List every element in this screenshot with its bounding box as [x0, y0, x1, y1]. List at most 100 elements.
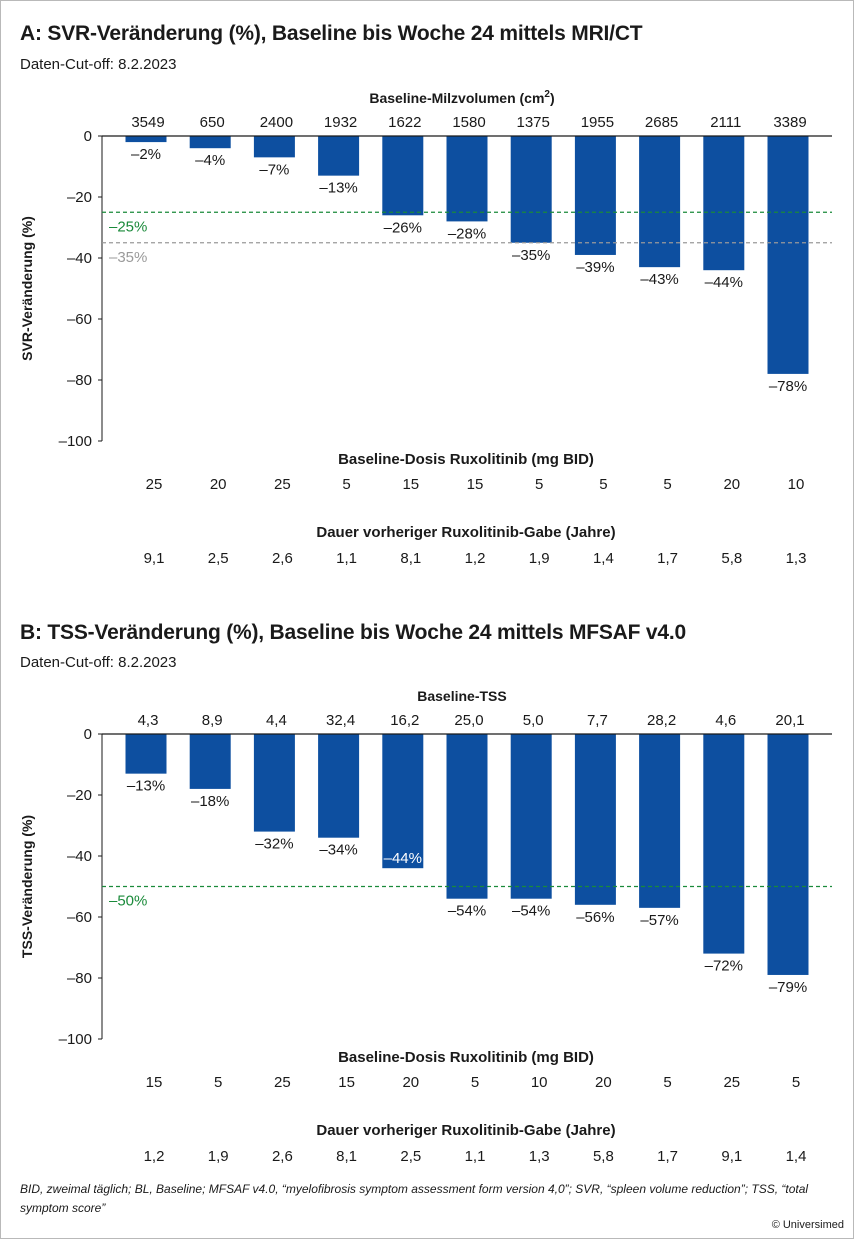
bar-value-label: –44%: [705, 274, 743, 291]
bar-value-label: –13%: [127, 778, 165, 795]
duration-value: 2,6: [272, 550, 293, 567]
bar-value-label: –13%: [319, 180, 357, 197]
duration-row-header: Dauer vorheriger Ruxolitinib-Gabe (Jahre…: [316, 524, 615, 541]
bar: [189, 734, 231, 789]
dose-value: 5: [471, 1074, 479, 1091]
duration-value: 8,1: [336, 1148, 357, 1165]
bar: [125, 734, 167, 774]
top-row-header-text: Baseline-TSS: [417, 688, 506, 704]
bar-value-label: –56%: [576, 909, 614, 926]
dose-value: 5: [792, 1074, 800, 1091]
bar-value-label: –54%: [448, 903, 486, 920]
panel-a-title: A: SVR-Veränderung (%), Baseline bis Woc…: [20, 22, 643, 45]
bar-value-label: –32%: [255, 836, 293, 853]
bar: [446, 136, 488, 222]
bar: [639, 734, 681, 908]
top-row-value: 7,7: [587, 712, 608, 729]
top-row-value: 8,9: [202, 712, 223, 729]
top-row-value: 4,3: [138, 712, 159, 729]
bar-value-label: –2%: [131, 146, 161, 163]
y-tick-label: –100: [59, 1031, 92, 1048]
top-row-value: 1580: [452, 114, 485, 131]
bar-value-label: –78%: [769, 378, 807, 395]
dose-value: 5: [342, 476, 350, 493]
bar: [382, 734, 424, 869]
bar-value-label: –7%: [259, 161, 289, 178]
duration-value: 1,2: [465, 550, 486, 567]
top-row-header-close: ): [550, 90, 555, 106]
duration-value: 1,9: [529, 550, 550, 567]
bar-value-label: –18%: [191, 793, 229, 810]
bar-value-label: –79%: [769, 979, 807, 996]
bar: [318, 734, 360, 838]
bar: [767, 136, 809, 374]
y-tick-label: –60: [67, 311, 92, 328]
dose-value: 5: [663, 1074, 671, 1091]
y-tick-label: –40: [67, 250, 92, 267]
y-tick-label: –20: [67, 189, 92, 206]
top-row-value: 1375: [517, 114, 550, 131]
bar-value-label: –44%: [384, 850, 422, 867]
top-row-value: 32,4: [326, 712, 355, 729]
duration-value: 1,4: [786, 1148, 807, 1165]
duration-value: 1,7: [657, 550, 678, 567]
y-tick-label: –100: [59, 433, 92, 450]
bar: [574, 734, 616, 905]
y-tick-label: –40: [67, 848, 92, 865]
bar-value-label: –35%: [512, 247, 550, 264]
dose-value: 10: [531, 1074, 548, 1091]
panel-a-chart: Baseline-Milzvolumen (cm2) 3549 650 2400 193…: [19, 89, 832, 567]
duration-value: 5,8: [721, 550, 742, 567]
top-row-header: Baseline-Milzvolumen (cm2): [369, 89, 554, 106]
dose-value: 15: [146, 1074, 163, 1091]
top-row-value: 2400: [260, 114, 293, 131]
duration-value: 9,1: [144, 550, 165, 567]
bar: [382, 136, 424, 216]
top-row-value: 2685: [645, 114, 678, 131]
dose-row-header: Baseline-Dosis Ruxolitinib (mg BID): [338, 1049, 594, 1066]
y-tick-label: –80: [67, 970, 92, 987]
duration-value: 5,8: [593, 1148, 614, 1165]
reference-line-label: –50%: [109, 893, 147, 910]
dose-value: 20: [210, 476, 227, 493]
top-row-value: 5,0: [523, 712, 544, 729]
top-row-header-sup: 2: [544, 89, 550, 100]
panel-a-cutoff: Daten-Cut-off: 8.2.2023: [20, 56, 177, 73]
bar: [253, 734, 295, 832]
dose-row-header: Baseline-Dosis Ruxolitinib (mg BID): [338, 451, 594, 468]
bar: [703, 734, 745, 954]
top-row-value: 1955: [581, 114, 614, 131]
duration-value: 1,1: [336, 550, 357, 567]
duration-value: 2,5: [208, 550, 229, 567]
panel-b-chart: Baseline-TSS 4,3 8,9 4,4 32,4 16,2 25,0 5,0 7,7 2…: [19, 688, 832, 1165]
bar-value-label: –28%: [448, 225, 486, 242]
dose-value: 5: [535, 476, 543, 493]
dose-value: 15: [402, 476, 419, 493]
dose-value: 15: [338, 1074, 355, 1091]
footnote: BID, zweimal täglich; BL, Baseline; MFSA…: [20, 1182, 809, 1215]
y-tick-label: 0: [84, 128, 92, 145]
top-row-value: 28,2: [647, 712, 676, 729]
top-row-value: 1622: [388, 114, 421, 131]
dose-value: 5: [663, 476, 671, 493]
dose-value: 5: [599, 476, 607, 493]
top-row-value: 20,1: [775, 712, 804, 729]
y-axis-label: SVR-Veränderung (%): [19, 216, 35, 361]
bar: [253, 136, 295, 158]
dose-value: 20: [402, 1074, 419, 1091]
duration-value: 1,4: [593, 550, 614, 567]
bar: [125, 136, 167, 143]
duration-value: 2,5: [400, 1148, 421, 1165]
dose-value: 15: [467, 476, 484, 493]
bar-value-label: –39%: [576, 259, 614, 276]
duration-value: 2,6: [272, 1148, 293, 1165]
bar: [189, 136, 231, 149]
top-row-value: 25,0: [454, 712, 483, 729]
bar-value-label: –57%: [640, 912, 678, 929]
bar: [318, 136, 360, 176]
duration-value: 8,1: [400, 550, 421, 567]
y-axis-label: TSS-Veränderung (%): [19, 815, 35, 958]
panel-b-cutoff: Daten-Cut-off: 8.2.2023: [20, 654, 177, 671]
duration-row-header: Dauer vorheriger Ruxolitinib-Gabe (Jahre…: [316, 1122, 615, 1139]
duration-value: 1,9: [208, 1148, 229, 1165]
